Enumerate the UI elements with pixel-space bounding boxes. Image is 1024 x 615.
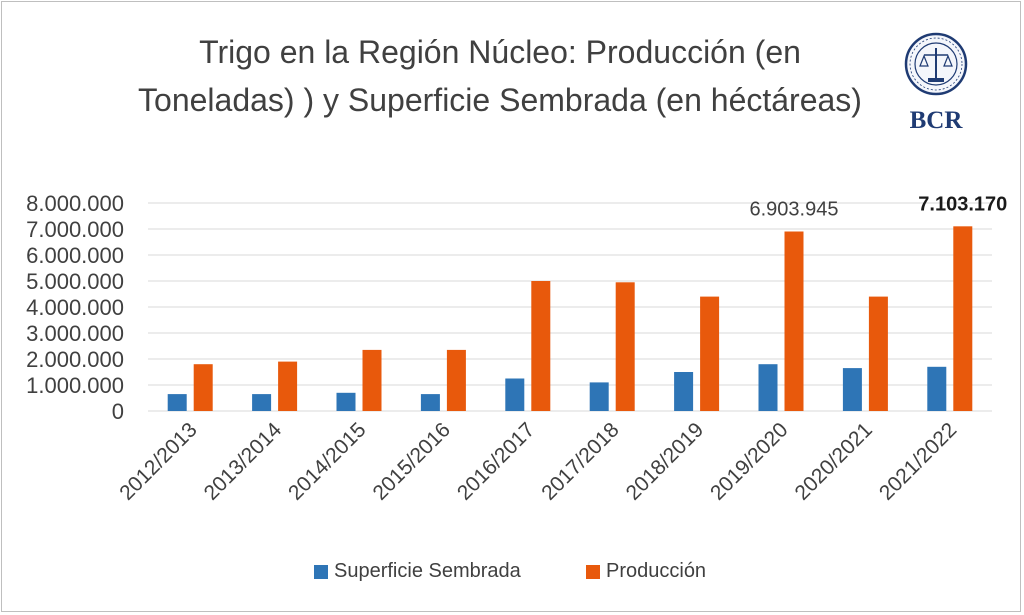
x-axis-ticks: 2012/20132013/20142014/20152015/20162016… bbox=[115, 418, 961, 505]
bar-superficie bbox=[420, 394, 440, 411]
x-tick-label: 2017/2018 bbox=[537, 418, 623, 504]
bar-superficie bbox=[674, 372, 694, 411]
y-tick-label: 0 bbox=[112, 399, 124, 424]
bar-produccion bbox=[700, 296, 720, 411]
y-axis-ticks: 01.000.0002.000.0003.000.0004.000.0005.0… bbox=[26, 191, 124, 424]
bar-superficie bbox=[758, 364, 778, 411]
x-tick-label: 2020/2021 bbox=[790, 418, 876, 504]
legend-label-superficie: Superficie Sembrada bbox=[334, 560, 521, 582]
bcr-logo: BCR bbox=[904, 32, 968, 134]
bars bbox=[167, 226, 973, 411]
legend: Superficie Sembrada Producción bbox=[0, 560, 1024, 586]
x-tick-label: 2021/2022 bbox=[875, 418, 961, 504]
data-labels: 6.903.945 7.103.170 bbox=[750, 193, 1008, 220]
data-label: 7.103.170 bbox=[918, 193, 1007, 215]
x-tick-label: 2012/2013 bbox=[115, 418, 201, 504]
bar-produccion bbox=[531, 281, 551, 411]
gridlines bbox=[148, 202, 992, 412]
bar-produccion bbox=[615, 282, 635, 411]
x-tick-label: 2014/2015 bbox=[284, 418, 370, 504]
bar-superficie bbox=[927, 366, 947, 411]
y-tick-label: 5.000.000 bbox=[26, 269, 124, 294]
legend-label-produccion: Producción bbox=[606, 560, 707, 582]
x-tick-label: 2019/2020 bbox=[706, 418, 792, 504]
y-tick-label: 8.000.000 bbox=[26, 191, 124, 216]
bar-produccion bbox=[278, 361, 298, 411]
bar-superficie bbox=[252, 394, 272, 411]
bar-produccion bbox=[784, 231, 804, 411]
bar-produccion bbox=[362, 349, 382, 411]
legend-item-superficie: Superficie Sembrada bbox=[314, 560, 521, 583]
legend-item-produccion: Producción bbox=[586, 560, 706, 583]
chart-title: Trigo en la Región Núcleo: Producción (e… bbox=[138, 34, 862, 118]
y-tick-label: 2.000.000 bbox=[26, 347, 124, 372]
x-tick-label: 2015/2016 bbox=[368, 418, 454, 504]
bar-superficie bbox=[505, 378, 525, 411]
y-tick-label: 4.000.000 bbox=[26, 295, 124, 320]
bar-produccion bbox=[953, 226, 973, 411]
bar-produccion bbox=[446, 349, 466, 411]
bar-produccion bbox=[193, 364, 213, 411]
logo-text: BCR bbox=[910, 107, 964, 134]
legend-swatch-produccion bbox=[586, 564, 600, 579]
y-tick-label: 7.000.000 bbox=[26, 217, 124, 242]
x-tick-label: 2018/2019 bbox=[622, 418, 708, 504]
bar-superficie bbox=[589, 382, 609, 411]
bar-superficie bbox=[167, 394, 187, 411]
y-tick-label: 6.000.000 bbox=[26, 243, 124, 268]
bar-superficie bbox=[842, 368, 862, 411]
x-tick-label: 2016/2017 bbox=[453, 418, 539, 504]
y-tick-label: 3.000.000 bbox=[26, 321, 124, 346]
x-tick-label: 2013/2014 bbox=[200, 418, 287, 505]
y-tick-label: 1.000.000 bbox=[26, 373, 124, 398]
data-label: 6.903.945 bbox=[750, 198, 839, 220]
bar-superficie bbox=[336, 392, 356, 411]
bar-produccion bbox=[868, 296, 888, 411]
legend-swatch-superficie bbox=[314, 564, 328, 579]
